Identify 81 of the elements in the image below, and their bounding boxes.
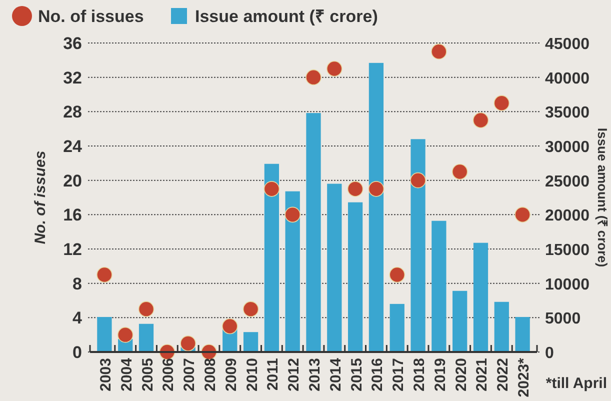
point (96, 266, 112, 283)
x-tick-label: 2004 (118, 357, 136, 392)
y2-tick-label: 30000 (545, 139, 590, 156)
x-tick-label: 2022 (494, 358, 512, 392)
x-tick-label: 2007 (181, 358, 198, 392)
point (117, 326, 134, 343)
point (514, 206, 530, 223)
point (284, 206, 300, 223)
y-tick-label: 20 (63, 171, 82, 190)
y-axis-title: No. of issues (32, 150, 49, 244)
y2-tick-label: 45000 (545, 36, 590, 53)
x-tick-label: 2003 (97, 358, 114, 392)
point (431, 44, 447, 60)
point (389, 266, 406, 283)
point (326, 60, 342, 77)
x-tick-label: 2016 (369, 358, 386, 392)
y-tick-label: 28 (63, 102, 82, 122)
y2-tick-label: 5000 (545, 310, 581, 328)
point (347, 181, 364, 197)
y2-tick-label: 25000 (545, 173, 590, 190)
bar (432, 220, 446, 352)
bar (390, 304, 404, 352)
x-tick-label: 2011 (264, 358, 282, 391)
y-tick-label: 12 (63, 240, 82, 259)
point (138, 301, 154, 317)
x-tick-label: 2009 (222, 358, 240, 392)
x-tick-label: 2021 (474, 358, 491, 392)
x-tick-label: 2008 (202, 358, 219, 392)
bar (494, 302, 509, 352)
x-tick-label: 2019 (432, 358, 449, 392)
bar (97, 316, 112, 352)
point (180, 336, 196, 352)
y-tick-label: 36 (63, 34, 82, 53)
y-tick-label: 0 (72, 343, 82, 362)
point (494, 95, 510, 111)
point (264, 181, 280, 197)
point (452, 164, 468, 180)
y2-tick-label: 35000 (545, 104, 590, 122)
text: *till April (546, 375, 607, 392)
bar (327, 184, 342, 352)
bar (306, 113, 321, 352)
legend-label: No. of issues (38, 7, 144, 26)
point (368, 181, 384, 197)
point (242, 301, 259, 317)
bar (264, 164, 280, 352)
y2-tick-label: 20000 (545, 208, 590, 225)
x-tick-label: 2014 (327, 357, 344, 392)
y-tick-label: 16 (63, 206, 82, 225)
legend-label: Issue amount (₹ crore) (195, 7, 378, 26)
bar (368, 62, 384, 352)
bar (138, 324, 154, 352)
bar (410, 139, 426, 352)
x-tick-label: 2012 (286, 358, 303, 392)
y2-tick-label: 40000 (545, 70, 590, 88)
bar (348, 202, 363, 352)
bar (452, 290, 468, 352)
bar (473, 242, 488, 352)
point (306, 69, 322, 86)
y-tick-label: 8 (72, 274, 82, 294)
x-tick-label: 2023* (516, 358, 533, 398)
x-tick-label: 2020 (452, 358, 470, 392)
x-tick-label: 2013 (306, 358, 324, 392)
x-tick-label: 2018 (411, 358, 428, 392)
x-tick-label: 2005 (139, 358, 156, 392)
point (410, 172, 426, 188)
y2-tick-label: 0 (545, 345, 554, 362)
y-tick-label: 4 (72, 308, 83, 328)
point (222, 318, 238, 334)
bar (243, 332, 258, 352)
y-tick-label: 32 (63, 68, 82, 88)
bar (515, 316, 530, 352)
x-tick-label: 2015 (348, 358, 366, 392)
x-tick-label: 2017 (390, 358, 408, 392)
bar (285, 191, 300, 352)
y2-tick-label: 10000 (545, 276, 590, 294)
y2-tick-label: 15000 (545, 242, 590, 259)
x-tick-label: 2010 (244, 358, 261, 392)
y2-axis-title: Issue amount (₹ crore) (595, 128, 610, 268)
point (472, 112, 489, 128)
x-tick-label: 2006 (160, 358, 178, 392)
y-tick-label: 24 (63, 137, 83, 156)
